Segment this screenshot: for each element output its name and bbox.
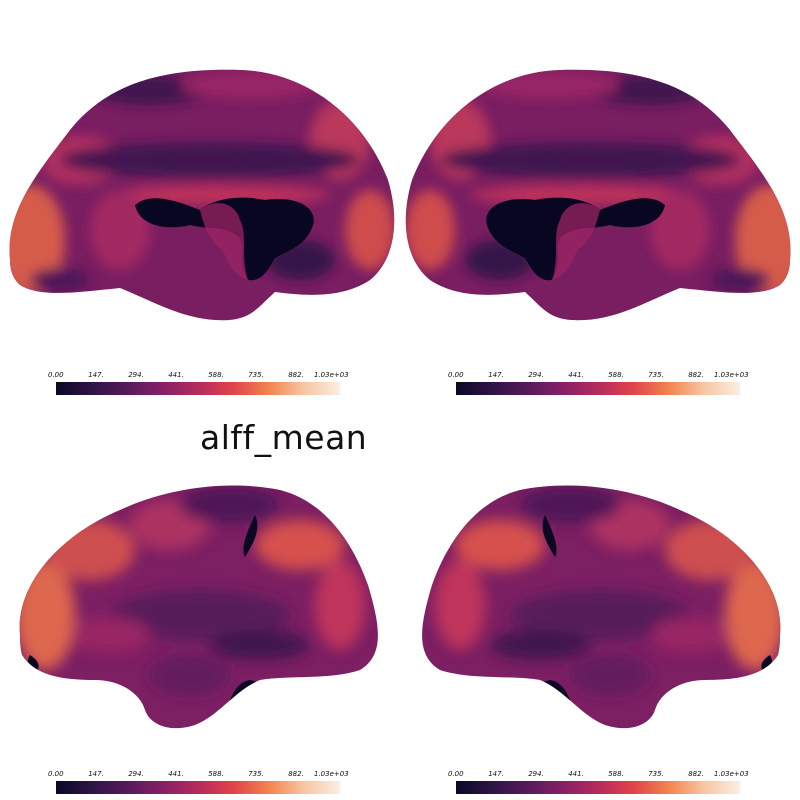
tick-label: 1.03e+03 [713, 770, 749, 778]
colorbar-bottom-right: 0.00 147. 294. 441. 588. 735. 882. 1.03e… [448, 770, 749, 796]
brain-left-lateral [0, 475, 400, 745]
colorbar-tick-labels: 0.00 147. 294. 441. 588. 735. 882. 1.03e… [48, 770, 349, 780]
tick-label: 441. [568, 770, 584, 778]
figure-title: alff_mean [200, 418, 368, 457]
colorbar-tick-labels: 0.00 147. 294. 441. 588. 735. 882. 1.03e… [448, 770, 749, 780]
tick-label: 588. [608, 371, 624, 379]
tick-label: 441. [168, 770, 184, 778]
colorbar-top-left: 0.00 147. 294. 441. 588. 735. 882. 1.03e… [48, 371, 349, 397]
brain-right-lateral [400, 475, 800, 745]
tick-label: 294. [128, 770, 144, 778]
tick-label: 735. [248, 770, 264, 778]
tick-label: 441. [168, 371, 184, 379]
tick-label: 882. [688, 770, 704, 778]
tick-label: 147. [88, 770, 104, 778]
brain-left-medial [0, 60, 400, 330]
tick-label: 294. [528, 371, 544, 379]
colorbar-gradient [56, 382, 340, 395]
colorbar-bottom-left: 0.00 147. 294. 441. 588. 735. 882. 1.03e… [48, 770, 349, 796]
colorbar-tick-labels: 0.00 147. 294. 441. 588. 735. 882. 1.03e… [448, 371, 749, 381]
tick-label: 1.03e+03 [713, 371, 749, 379]
tick-label: 1.03e+03 [313, 770, 349, 778]
tick-label: 588. [208, 770, 224, 778]
colorbar-gradient [456, 781, 740, 794]
colorbar-tick-labels: 0.00 147. 294. 441. 588. 735. 882. 1.03e… [48, 371, 349, 381]
tick-label: 294. [128, 371, 144, 379]
colorbar-top-right: 0.00 147. 294. 441. 588. 735. 882. 1.03e… [448, 371, 749, 397]
tick-label: 0.00 [48, 371, 64, 379]
tick-label: 0.00 [48, 770, 64, 778]
tick-label: 882. [288, 770, 304, 778]
tick-label: 735. [648, 770, 664, 778]
tick-label: 441. [568, 371, 584, 379]
colorbar-gradient [56, 781, 340, 794]
tick-label: 0.00 [448, 371, 464, 379]
tick-label: 735. [648, 371, 664, 379]
tick-label: 147. [488, 371, 504, 379]
brain-right-medial [400, 60, 800, 330]
tick-label: 735. [248, 371, 264, 379]
tick-label: 147. [488, 770, 504, 778]
tick-label: 1.03e+03 [313, 371, 349, 379]
tick-label: 588. [208, 371, 224, 379]
tick-label: 147. [88, 371, 104, 379]
tick-label: 294. [528, 770, 544, 778]
tick-label: 882. [288, 371, 304, 379]
colorbar-gradient [456, 382, 740, 395]
tick-label: 0.00 [448, 770, 464, 778]
tick-label: 588. [608, 770, 624, 778]
tick-label: 882. [688, 371, 704, 379]
